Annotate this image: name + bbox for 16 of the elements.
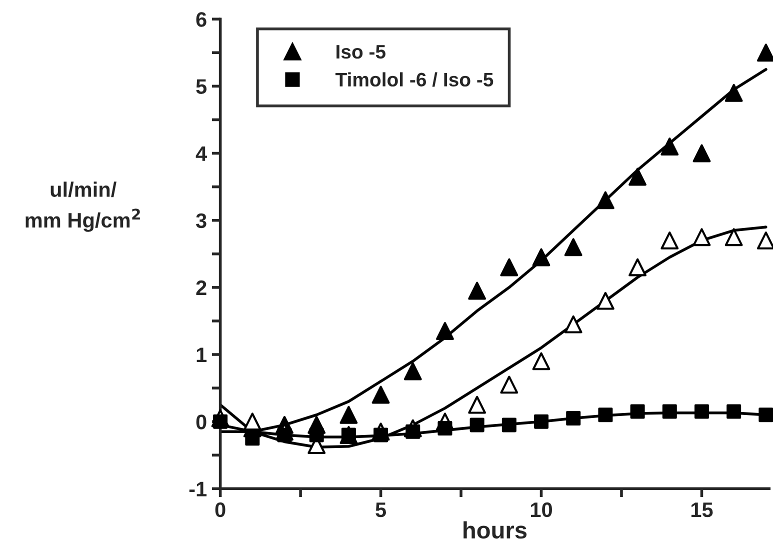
x-axis-title: hours <box>464 521 527 539</box>
y-tick-label: 5 <box>196 79 207 94</box>
legend-label: Timolol -6 / Iso -5 <box>335 72 494 87</box>
y-tick-label: 1 <box>196 348 207 362</box>
y-tick-label: 2 <box>196 280 206 295</box>
legend-label: Iso -5 <box>336 45 386 59</box>
y-tick-label: -1 <box>189 482 207 496</box>
y-tick-label: 4 <box>196 146 207 161</box>
y-tick-label: 0 <box>196 414 206 430</box>
x-tick-label: 15 <box>691 502 713 518</box>
y-tick-label: 6 <box>196 12 206 27</box>
x-tick-label: 0 <box>215 502 226 518</box>
x-tick-label: 5 <box>376 502 386 518</box>
x-tick-label: 10 <box>530 502 552 518</box>
y-tick-label: 3 <box>196 213 206 228</box>
y-axis-title: ul/min/ mm Hg/cm$^{2}$ <box>26 182 140 232</box>
